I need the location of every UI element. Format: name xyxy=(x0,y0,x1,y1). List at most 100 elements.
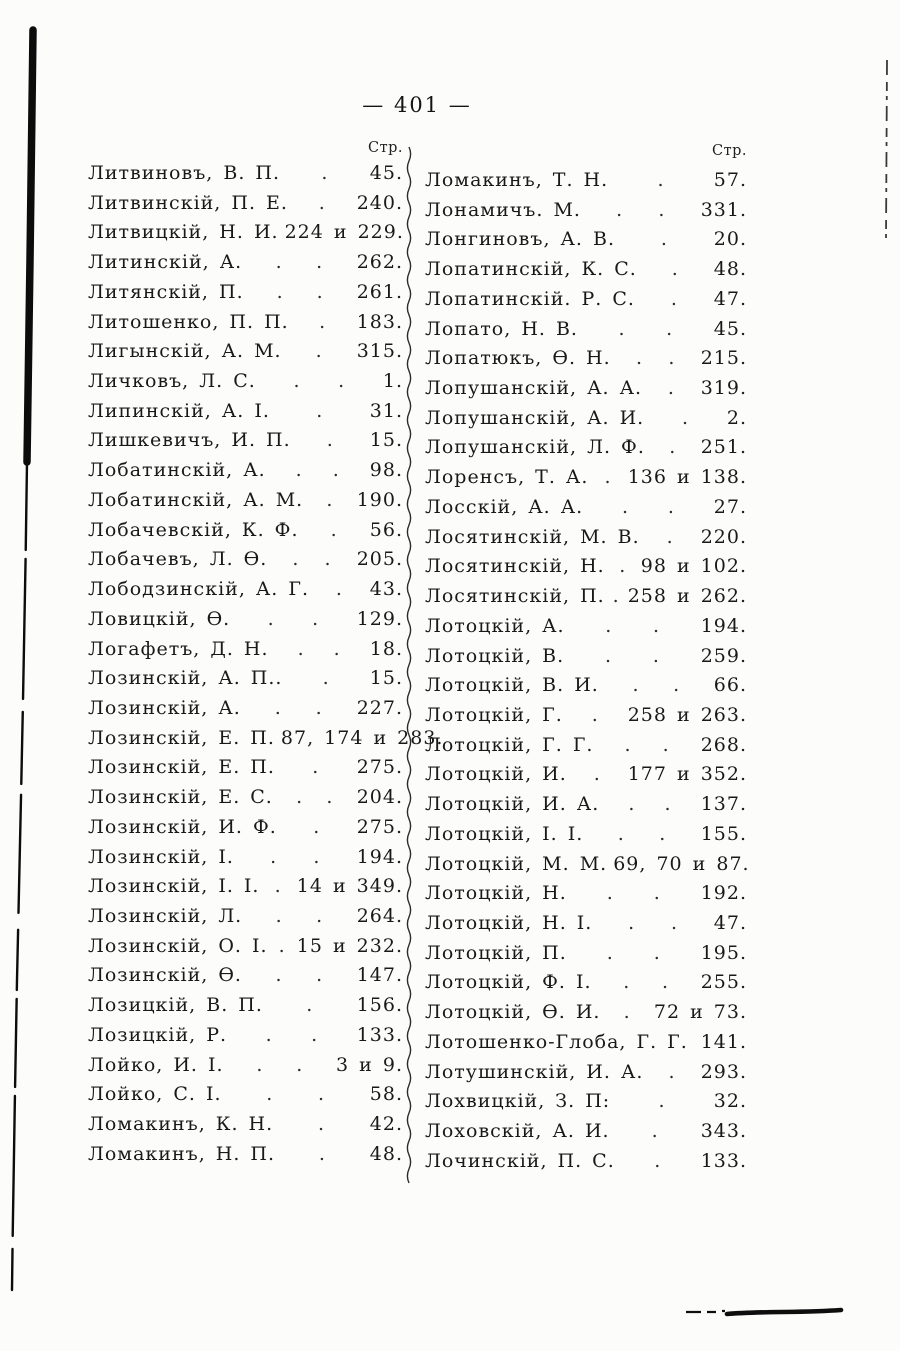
entry-page-numbers: 1. xyxy=(382,370,403,393)
leader-dots: . xyxy=(623,1001,631,1024)
leader-dots: . xyxy=(306,994,314,1017)
leader-dots: . xyxy=(619,555,627,578)
index-entry: Лозинскій, Е. С... 204. xyxy=(88,786,403,816)
entry-page-numbers: 275. xyxy=(356,756,403,779)
entry-name: Лонгиновъ, А. В. xyxy=(425,228,616,251)
leader-dots: . xyxy=(669,436,677,459)
entry-name: Лозинскій, И. Ф. xyxy=(88,815,277,838)
entry-name: Лотоцкій, В. И. xyxy=(425,674,599,697)
leader-dots: .. xyxy=(618,317,674,340)
leader-dots: .. xyxy=(606,941,661,964)
entry-name: Ломакинъ, Т. Н. xyxy=(425,169,609,191)
entry-page-numbers: 251. xyxy=(700,436,747,459)
index-entry: Лозинскій, Л... 264. xyxy=(88,905,403,935)
leader-dots: . xyxy=(335,578,343,601)
entry-page-numbers: 14 и 349. xyxy=(296,875,403,898)
entry-page-numbers: 69, 70 и 87. xyxy=(613,852,750,875)
index-entry: Лохвицкій, З. П:. 32. xyxy=(425,1090,747,1120)
entry-page-numbers: 129. xyxy=(356,607,403,630)
entry-name: Лотоцкій, И. А. xyxy=(425,793,600,816)
leader-dots: .. xyxy=(266,1083,326,1106)
entry-name: Лозинскій, А. xyxy=(88,696,241,719)
entry-name: Лотошенко-Глоба, Г. Г. xyxy=(425,1030,688,1053)
entry-name: Лотоцкій, Г. xyxy=(425,703,563,726)
index-entry: Лозинскій, И. Ф.. 275. xyxy=(88,816,403,846)
entry-page-numbers: 48. xyxy=(369,1142,403,1165)
index-entry: Лотоцкій, А... 194. xyxy=(425,615,747,645)
entry-page-numbers: 147. xyxy=(356,964,403,987)
index-entry: Лотоцкій, И.. 177 и 352. xyxy=(425,763,747,793)
index-entry: Лопатинскій, К. С.. 48. xyxy=(425,258,747,288)
entry-name: Литинскій, А. xyxy=(88,251,243,274)
leader-dots: .. xyxy=(293,370,346,393)
entry-name: Лоховскій, А. И. xyxy=(425,1120,610,1142)
entry-page-numbers: 268. xyxy=(700,733,747,756)
entry-page-numbers: 259. xyxy=(700,644,747,667)
index-entry: Лозицкій, В. П.. 156. xyxy=(88,994,403,1024)
index-entry: Лопатюкъ, Ѳ. Н... 215. xyxy=(425,347,747,377)
index-entry: Лозинскій, Е. П.. 275. xyxy=(88,756,403,786)
entry-name: Лопушанскій, А. А. xyxy=(425,377,643,400)
leader-dots: .. xyxy=(606,882,661,905)
bottom-right-rule xyxy=(686,1307,844,1317)
index-entry: Лотоцкій, Н. І... 47. xyxy=(425,912,747,942)
entry-name: Лосскій, А. А. xyxy=(425,495,584,518)
index-entry: Лонгиновъ, А. В.. 20. xyxy=(425,228,747,258)
entry-name: Лозинскій, Л. xyxy=(88,904,243,927)
index-entry: Лозинскій, Е. П. 87, 174 и 283. xyxy=(88,727,442,757)
index-entry: Логафетъ, Д. Н... 18. xyxy=(88,638,403,668)
entry-name: Лотоцкій, Г. Г. xyxy=(425,733,594,756)
entry-name: Лотоцкій, М. М. xyxy=(425,852,608,875)
entry-page-numbers: 194. xyxy=(356,845,403,868)
entry-name: Лосятинскій, Н. xyxy=(425,555,605,578)
leader-dots: .. xyxy=(605,614,660,637)
right-column-page-header: Стр. xyxy=(711,143,747,159)
index-entry: Лотоцкій, М. М. 69, 70 и 87. xyxy=(425,852,750,883)
entry-page-numbers: 137. xyxy=(700,793,747,816)
entry-name: Лотоцкій, Н. І. xyxy=(425,911,593,934)
entry-page-numbers: 133. xyxy=(700,1149,747,1172)
index-entry: Лопушанскій, А. А.. 319. xyxy=(425,377,747,407)
index-entry: Лозинскій, І... 194. xyxy=(88,846,403,876)
entry-page-numbers: 156. xyxy=(356,994,403,1017)
leader-dots: .. xyxy=(296,786,334,809)
leader-dots: . xyxy=(326,429,334,452)
entry-name: Лотоцкій, Ф. І. xyxy=(425,971,592,994)
index-entry: Лозинскій, І. І.. 14 и 349. xyxy=(88,875,403,905)
leader-dots: .. xyxy=(623,971,669,994)
index-entry: Ломакинъ, К. Н.. 42. xyxy=(88,1113,403,1143)
index-entry: Лопато, Н. В... 45. xyxy=(425,318,747,348)
leader-dots: . xyxy=(321,162,329,184)
entry-page-numbers: 258 и 262. xyxy=(627,585,747,608)
index-entry: Лоренсъ, Т. А.. 136 и 138. xyxy=(425,466,747,496)
index-entry: Лозинскій, О. І.. 15 и 232. xyxy=(88,935,403,965)
index-entry: Литошенко, П. П.. 183. xyxy=(88,311,403,341)
index-entry: Лозицкій, Р... 133. xyxy=(88,1024,403,1054)
entry-name: Лобатинскій, А. xyxy=(88,459,266,482)
leader-dots: . xyxy=(322,667,330,690)
leader-dots: .. xyxy=(270,845,321,868)
entry-page-numbers: 190. xyxy=(356,488,403,511)
entry-name: Лозинскій, І. xyxy=(88,845,234,868)
entry-page-numbers: 261. xyxy=(356,280,403,303)
entry-page-numbers: 319. xyxy=(700,377,747,400)
leader-dots: .. xyxy=(628,793,672,816)
entry-name: Лойко, С. І. xyxy=(88,1083,222,1106)
entry-page-numbers: 3 и 9. xyxy=(336,1053,403,1076)
entry-name: Лочинскій, П. С. xyxy=(425,1149,615,1172)
leader-dots: . xyxy=(682,406,690,429)
leader-dots: . xyxy=(316,399,324,422)
leader-dots: . xyxy=(666,525,674,548)
leader-dots: .. xyxy=(635,347,676,370)
leader-dots: .. xyxy=(276,280,324,303)
entry-name: Ловицкій, Ѳ. xyxy=(88,607,231,630)
entry-name: Лоренсъ, Т. А. xyxy=(425,466,589,489)
entry-page-numbers: 43. xyxy=(369,578,403,601)
entry-page-numbers: 227. xyxy=(356,696,403,719)
entry-name: Ломакинъ, К. Н. xyxy=(88,1113,274,1135)
leader-dots: . xyxy=(326,488,334,511)
index-entry: Ломакинъ, Т. Н.. 57. xyxy=(425,169,747,199)
index-entry: Лотоцкій, В. И... 66. xyxy=(425,674,747,704)
entry-name: Лотушинскій, И. А. xyxy=(425,1060,644,1083)
